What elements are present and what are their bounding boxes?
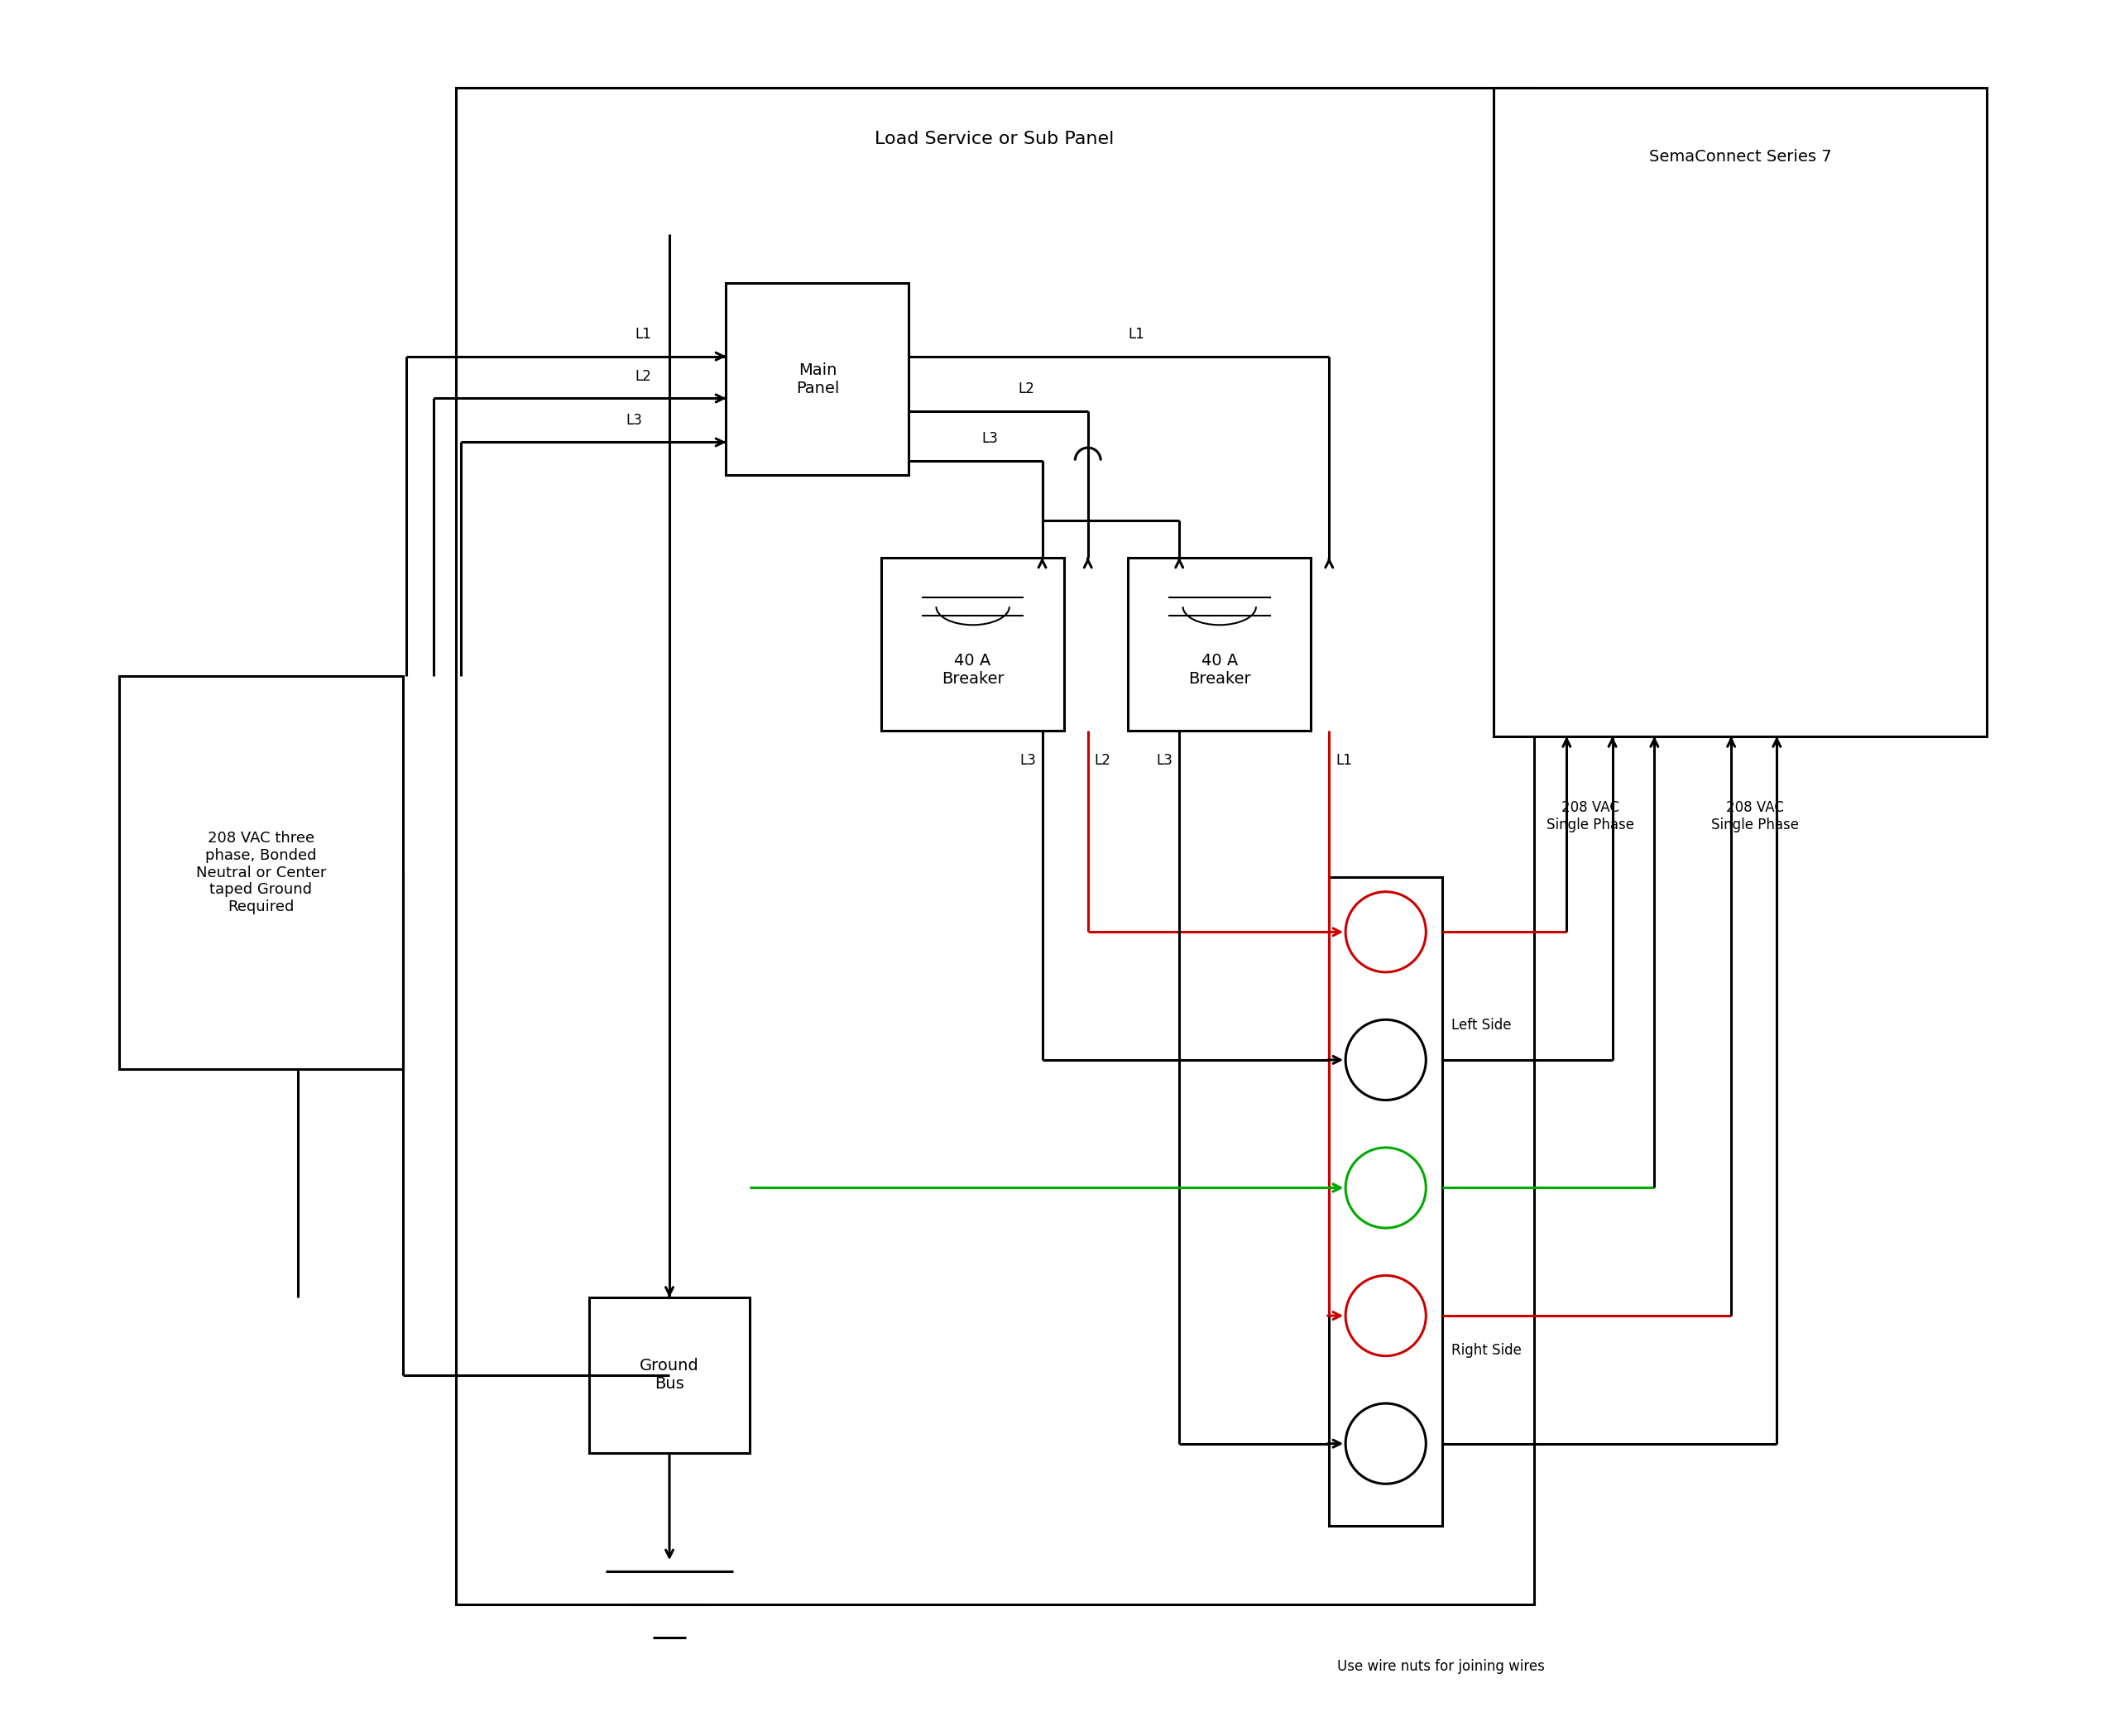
Text: SemaConnect Series 7: SemaConnect Series 7 <box>1650 149 1831 165</box>
Text: L1: L1 <box>635 326 652 342</box>
Bar <box>726 283 909 476</box>
Bar <box>589 1297 749 1453</box>
Text: Main
Panel: Main Panel <box>795 363 840 396</box>
Text: Use wire nuts for joining wires: Use wire nuts for joining wires <box>1338 1660 1545 1674</box>
Bar <box>120 675 403 1069</box>
Text: L1: L1 <box>1336 753 1353 767</box>
Text: Ground
Bus: Ground Bus <box>639 1358 698 1392</box>
Text: Right Side: Right Side <box>1452 1344 1521 1358</box>
Text: 208 VAC three
phase, Bonded
Neutral or Center
taped Ground
Required: 208 VAC three phase, Bonded Neutral or C… <box>196 832 327 915</box>
Bar <box>1494 89 1988 736</box>
Text: L3: L3 <box>981 431 998 446</box>
Text: 208 VAC
Single Phase: 208 VAC Single Phase <box>1711 800 1798 833</box>
Text: Load Service or Sub Panel: Load Service or Sub Panel <box>876 130 1114 148</box>
Bar <box>1329 877 1443 1526</box>
Bar <box>456 89 1534 1604</box>
Text: 40 A
Breaker: 40 A Breaker <box>1188 653 1251 687</box>
Text: L2: L2 <box>1095 753 1110 767</box>
Bar <box>1129 557 1310 731</box>
Text: L2: L2 <box>635 368 652 384</box>
Text: L3: L3 <box>625 413 641 427</box>
Bar <box>882 557 1063 731</box>
Text: L1: L1 <box>1129 326 1144 342</box>
Text: L3: L3 <box>1019 753 1036 767</box>
Text: L3: L3 <box>1156 753 1173 767</box>
Text: 208 VAC
Single Phase: 208 VAC Single Phase <box>1547 800 1635 833</box>
Text: 40 A
Breaker: 40 A Breaker <box>941 653 1004 687</box>
Text: Left Side: Left Side <box>1452 1017 1511 1033</box>
Text: L2: L2 <box>1019 382 1034 396</box>
